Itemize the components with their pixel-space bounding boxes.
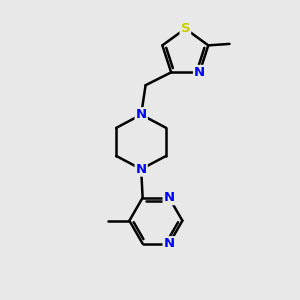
Text: N: N [164,191,175,204]
Text: N: N [194,66,205,79]
Text: N: N [136,108,147,121]
Text: N: N [164,237,175,250]
Text: S: S [181,22,190,35]
Text: N: N [136,163,147,176]
